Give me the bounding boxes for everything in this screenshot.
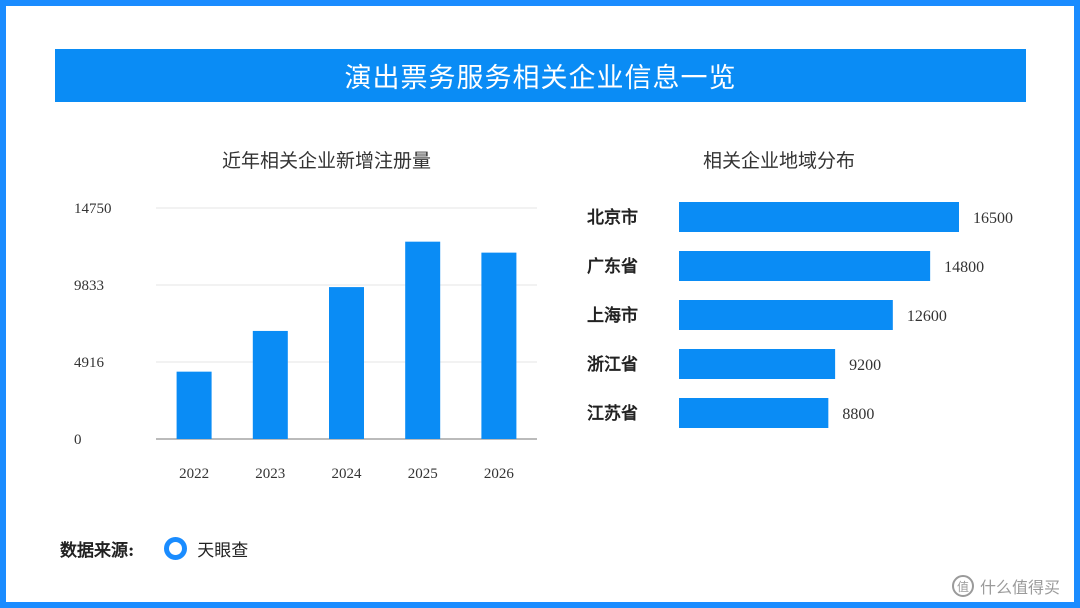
y-tick-label: 4916	[74, 355, 105, 371]
region-label: 浙江省	[587, 354, 638, 375]
x-tick-label: 2022	[179, 466, 209, 482]
source-ring-icon	[164, 537, 188, 560]
watermark-text: 什么值得买	[980, 578, 1061, 597]
region-bar	[679, 349, 836, 379]
region-label: 江苏省	[587, 403, 638, 424]
bar	[329, 287, 364, 439]
region-label: 北京市	[587, 207, 638, 228]
region-bar	[679, 251, 931, 281]
region-value-label: 12600	[907, 308, 947, 325]
watermark: 值 什么值得买	[952, 574, 1060, 598]
x-tick-label: 2026	[484, 466, 515, 482]
bar	[176, 371, 212, 439]
region-value-label: 16500	[973, 210, 1013, 227]
bar	[252, 330, 288, 439]
source-name: 天眼查	[197, 541, 249, 561]
registrations-chart-title: 近年相关企业新增注册量	[222, 150, 432, 172]
region-value-label: 14800	[944, 259, 984, 276]
x-tick-label: 2023	[255, 466, 285, 482]
page-title: 演出票务服务相关企业信息一览	[55, 49, 1026, 102]
region-bar	[679, 202, 959, 232]
region-bar	[679, 398, 829, 428]
watermark-logo-icon: 值	[952, 575, 974, 597]
y-tick-label: 14750	[74, 201, 112, 217]
source-label: 数据来源:	[60, 541, 135, 561]
y-tick-label: 9833	[74, 278, 104, 294]
region-value-label: 8800	[842, 406, 874, 423]
bar	[405, 241, 441, 439]
x-tick-label: 2025	[408, 466, 438, 482]
data-source: 数据来源: 天眼查	[60, 536, 248, 561]
region-value-label: 9200	[849, 357, 881, 374]
region-label: 上海市	[587, 305, 638, 326]
region-label: 广东省	[587, 256, 638, 277]
region-bar	[679, 300, 893, 330]
y-tick-label: 0	[74, 432, 82, 448]
region-chart-title: 相关企业地域分布	[703, 150, 856, 172]
bar	[481, 252, 517, 439]
x-tick-label: 2024	[332, 466, 363, 482]
